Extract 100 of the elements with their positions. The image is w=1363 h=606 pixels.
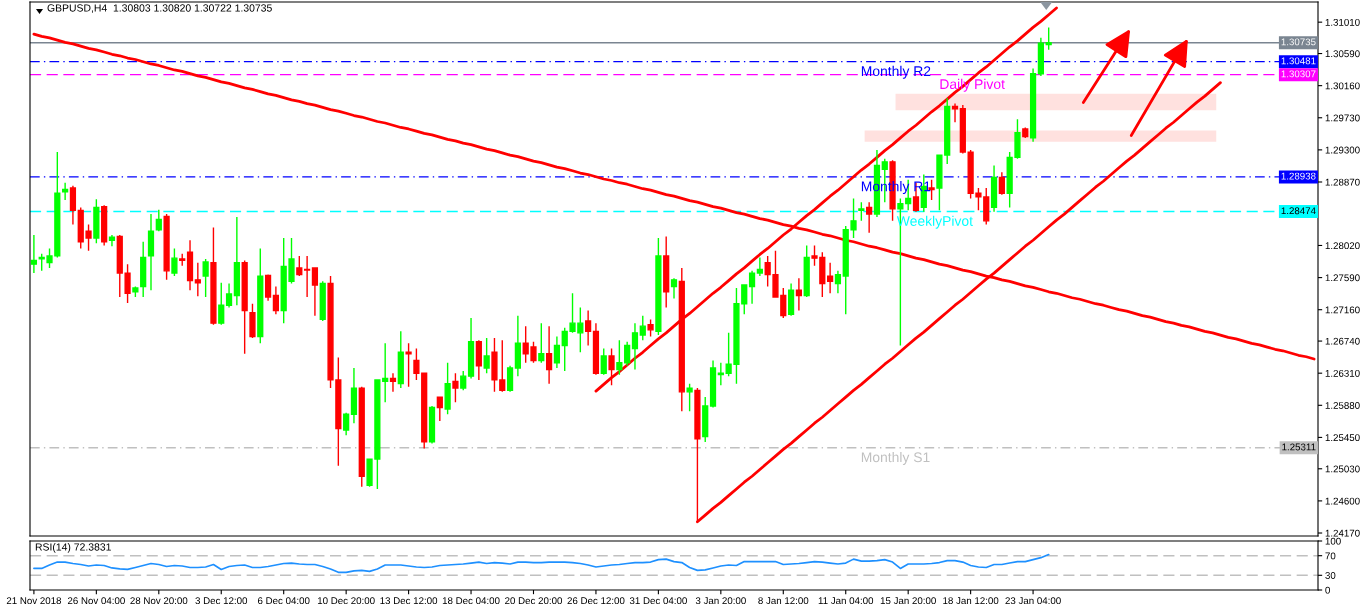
candlestick	[108, 234, 116, 247]
x-tick-label: 23 Jan 04:00	[1005, 597, 1061, 605]
candlestick	[748, 270, 756, 305]
candlestick	[93, 198, 100, 244]
ref-line-label: 1.30307	[1281, 70, 1316, 78]
candlestick	[147, 213, 155, 291]
candlestick	[827, 261, 834, 294]
candlestick	[101, 204, 108, 247]
candlestick	[483, 337, 490, 374]
candlestick	[514, 314, 521, 377]
annotation: Monthly S1	[861, 451, 930, 465]
candlestick	[30, 234, 38, 274]
candlestick	[202, 258, 209, 298]
candlestick	[272, 285, 280, 315]
candlestick	[389, 372, 397, 393]
ref-line-label: 1.30735	[1281, 38, 1316, 46]
candlestick	[155, 208, 162, 232]
y-tick-label: 1.25450	[1325, 434, 1360, 442]
candlestick	[444, 362, 451, 415]
candlestick	[257, 247, 264, 345]
x-tick-label: 3 Dec 12:00	[195, 597, 248, 605]
candlestick	[132, 285, 139, 298]
y-tick-label: 1.31010	[1325, 18, 1360, 26]
candlestick	[702, 396, 709, 443]
candlestick	[241, 259, 248, 355]
ref-line-label: 1.28938	[1281, 172, 1316, 180]
y-tick-label: 100	[1325, 537, 1341, 545]
x-tick-label: 13 Dec 12:00	[380, 597, 438, 605]
candlestick	[194, 261, 201, 297]
candlestick	[1029, 67, 1037, 143]
candlestick	[1045, 26, 1052, 51]
candlestick	[545, 325, 553, 385]
y-tick-label: 1.27590	[1325, 274, 1360, 282]
candlestick	[69, 185, 77, 226]
candlestick	[608, 347, 615, 386]
x-tick-label: 10 Dec 20:00	[317, 597, 375, 605]
candlestick	[951, 102, 959, 123]
x-tick-label: 21 Nov 2018	[6, 597, 62, 605]
y-tick-label: 1.30160	[1325, 82, 1360, 90]
y-tick-label: 1.25030	[1325, 465, 1360, 473]
candlestick	[311, 267, 319, 317]
candlestick	[990, 164, 998, 213]
candlestick	[834, 270, 842, 294]
candlestick	[538, 322, 545, 364]
candlestick	[319, 280, 326, 322]
x-tick-label: 6 Dec 04:00	[257, 597, 310, 605]
candlestick	[631, 322, 639, 371]
candlestick	[553, 335, 561, 369]
candlestick	[304, 255, 311, 298]
candlestick	[795, 277, 803, 312]
y-tick-label: 0	[1325, 586, 1330, 594]
y-tick-label: 1.25880	[1325, 402, 1360, 409]
candlestick	[179, 252, 186, 267]
candlestick	[647, 318, 654, 338]
candlestick	[171, 247, 178, 277]
candlestick	[803, 244, 810, 298]
chart-title: RSI(14) 72.3831	[35, 543, 111, 553]
candlestick	[249, 303, 256, 339]
candlestick	[709, 359, 717, 409]
x-tick-label: 11 Jan 04:00	[818, 597, 874, 605]
x-tick-label: 3 Jan 20:00	[695, 597, 746, 605]
y-tick-label: 1.26740	[1325, 337, 1360, 345]
x-tick-label: 18 Jan 12:00	[943, 597, 999, 605]
y-tick-label: 1.24170	[1325, 529, 1360, 537]
candlestick	[670, 277, 678, 300]
candlestick	[787, 282, 795, 317]
ref-line-label: 1.28474	[1281, 207, 1316, 215]
y-tick-label: 1.28870	[1325, 178, 1360, 186]
line-series	[33, 553, 1050, 574]
candlestick	[717, 362, 724, 386]
y-tick-label: 30	[1325, 572, 1336, 579]
candlestick	[686, 382, 693, 412]
x-tick-label: 28 Nov 20:00	[130, 597, 188, 605]
y-tick-label: 1.27160	[1325, 306, 1360, 314]
candlestick	[756, 256, 763, 277]
y-tick-label: 1.29300	[1325, 146, 1360, 154]
y-tick-label: 1.30590	[1325, 50, 1360, 58]
x-tick-label: 26 Dec 12:00	[567, 597, 625, 605]
candlestick	[624, 341, 631, 367]
x-tick-label: 20 Dec 20:00	[505, 597, 563, 605]
candlestick	[264, 273, 272, 302]
candlestick	[296, 255, 303, 277]
y-tick-label: 1.29730	[1325, 114, 1360, 122]
candlestick	[1037, 37, 1044, 77]
ref-line-label: 1.30481	[1281, 57, 1316, 65]
candlestick	[858, 201, 865, 222]
chart-title: GBPUSD,H4 1.30803 1.30820 1.30722 1.30735	[47, 4, 272, 13]
candlestick	[475, 339, 482, 381]
candlestick	[959, 104, 966, 155]
candlestick	[218, 282, 225, 326]
candlestick	[382, 342, 389, 404]
x-tick-label: 8 Jan 12:00	[758, 597, 809, 605]
candlestick	[163, 213, 170, 281]
candlestick	[358, 385, 365, 488]
x-tick-label: 15 Jan 20:00	[880, 597, 936, 605]
candlestick	[600, 347, 607, 376]
candlestick	[397, 330, 404, 389]
y-tick-label: 70	[1325, 552, 1336, 560]
y-tick-label: 1.26310	[1325, 369, 1360, 377]
candlestick	[350, 367, 358, 424]
